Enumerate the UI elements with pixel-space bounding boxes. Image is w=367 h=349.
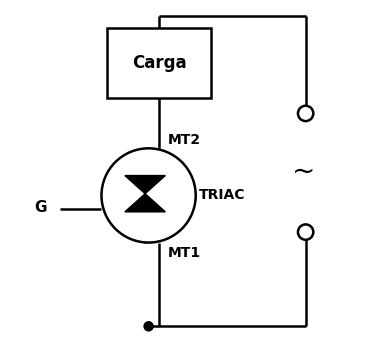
Polygon shape [125,194,166,212]
Bar [107,28,211,98]
Text: G: G [34,200,47,215]
Text: Carga: Carga [132,54,186,72]
Text: MT2: MT2 [168,133,201,147]
Text: MT1: MT1 [168,246,201,260]
Polygon shape [125,176,166,194]
Circle shape [298,106,313,121]
Circle shape [298,224,313,240]
Circle shape [102,148,196,243]
Text: ~: ~ [292,159,316,186]
Text: TRIAC: TRIAC [199,188,246,202]
Circle shape [144,322,153,331]
